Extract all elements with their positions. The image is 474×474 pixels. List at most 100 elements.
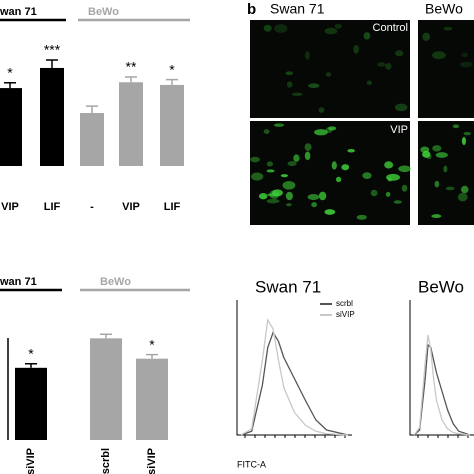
significance: * [28,345,34,361]
cell [318,107,325,113]
cell [452,124,460,129]
bar [90,338,122,440]
x-tick-label: - [90,201,94,213]
cell [362,172,372,179]
cell [324,209,336,215]
x-tick-label: LIF [44,201,61,213]
cell [460,185,469,194]
cell [331,161,337,170]
cell [443,165,448,173]
cell [269,190,280,199]
bar [0,88,22,166]
cell [434,180,440,188]
legend-label: siVIP [336,310,355,319]
significance: * [169,61,175,77]
image [250,20,410,118]
significance: * [7,64,13,80]
cell [308,83,320,89]
cell [325,72,332,77]
column-label: Swan 71 [270,1,325,17]
cell [263,129,270,134]
cell [385,63,392,70]
x-tick-label: scrbl [100,448,112,474]
group-label: wan 71 [0,276,37,288]
legend-label: scrbl [336,299,353,308]
cell [385,191,391,197]
cell [273,123,285,127]
cell [426,154,432,160]
panel-title: BeWo [418,277,464,296]
cell [435,152,448,158]
x-tick-label: VIP [1,201,19,213]
group-label: BeWo [100,276,131,288]
cell [341,164,350,171]
cell [460,61,473,68]
cell [431,51,446,60]
plot-frame [409,300,474,436]
cell [394,103,408,112]
cell [328,126,337,131]
cell [251,172,264,181]
cell [463,131,472,136]
cell [384,161,394,169]
cell [266,169,275,173]
cell [335,176,342,183]
cell [304,151,311,161]
x-axis-label: FITC-A [237,459,266,469]
cell [432,145,442,152]
cell [445,186,455,191]
cell [377,62,386,67]
cell [266,198,280,204]
cell [461,137,466,146]
x-tick-label: siVIP [146,448,158,474]
cell [285,191,293,201]
group-label: BeWo [88,6,119,18]
cell [334,23,342,29]
cell [287,161,297,167]
bar [80,113,104,166]
cell [263,24,272,32]
cell [347,148,355,153]
image [250,121,410,225]
cell [393,200,402,204]
row-label: VIP [390,124,408,136]
image [418,121,474,225]
cell [307,194,320,201]
x-tick-label: siVIP [25,448,37,474]
cell [293,154,300,162]
plot-frame [236,300,352,436]
bar [136,358,168,440]
cell [305,51,310,60]
cell [387,177,393,182]
bar [119,82,143,166]
image [418,20,474,118]
cell [274,24,288,33]
cell [353,44,359,54]
significance: ** [126,59,137,75]
histogram-line [413,334,471,436]
cell [286,203,292,207]
histogram-line [240,318,349,436]
cell [286,81,293,88]
cell [431,214,442,219]
cell [250,156,260,163]
cell [314,129,328,136]
cell [280,174,288,178]
cell [366,80,373,85]
histogram-line [240,331,349,436]
cell [282,180,296,190]
significance: *** [44,42,61,58]
panel-title: Swan 71 [255,277,321,296]
cell [461,52,468,58]
significance: * [149,336,155,352]
cell [363,32,371,40]
x-tick-label: VIP [122,201,140,213]
cell [398,165,411,173]
cell [370,189,378,197]
bar [160,84,184,166]
histogram-line [413,343,471,436]
cell [401,184,408,192]
cell [258,193,268,200]
cell [311,202,317,208]
